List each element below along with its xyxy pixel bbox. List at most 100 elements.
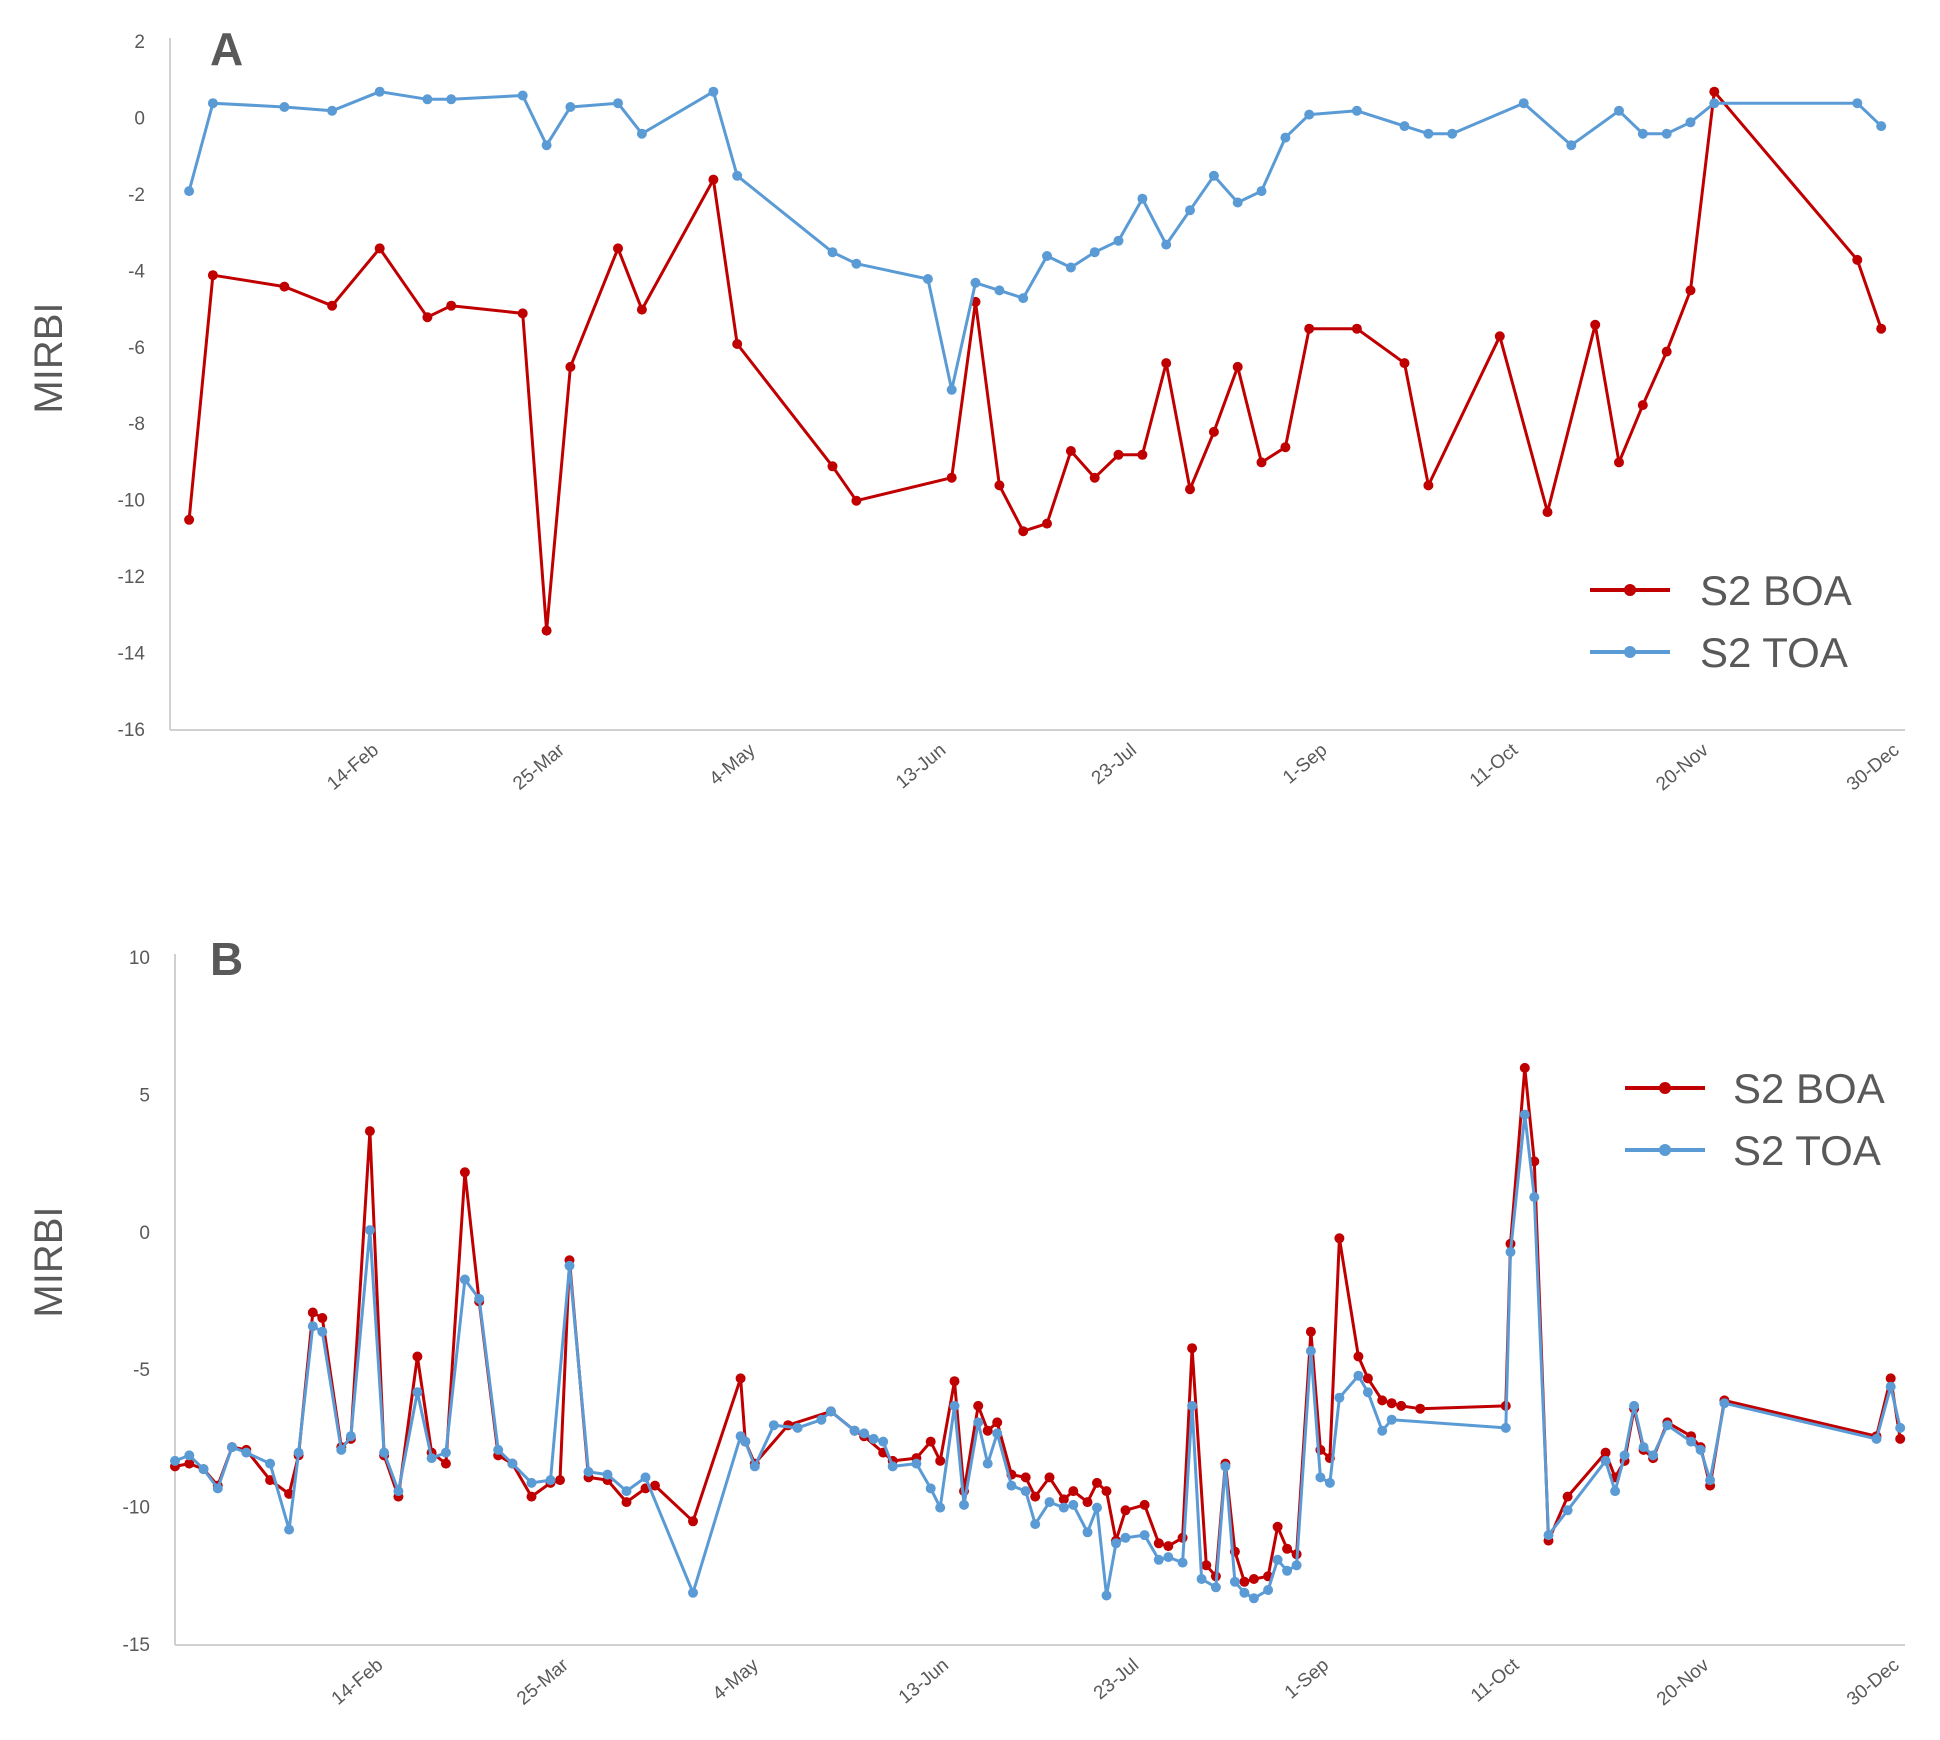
data-point-s2-toa [1334, 1392, 1345, 1403]
data-point-s2-toa [1208, 170, 1219, 181]
data-point-s2-boa [732, 339, 743, 349]
data-point-s2-toa [1705, 1475, 1716, 1486]
x-tick-label: 13-Jun [892, 740, 950, 793]
legend-a: S2 BOA S2 TOA [1590, 567, 1852, 676]
data-point-s2-boa [526, 1491, 537, 1502]
data-point-s2-toa [1386, 1414, 1397, 1425]
data-point-s2-boa [1637, 400, 1648, 411]
data-point-s2-boa [1101, 1486, 1112, 1497]
data-point-s2-toa [1871, 1433, 1882, 1444]
series-line-s2-boa [187, 90, 1883, 633]
x-tick-label: 20-Nov [1653, 1654, 1714, 1710]
data-point-s2-boa [317, 1313, 328, 1323]
data-point-s2-toa [636, 128, 647, 139]
data-point-s2-toa [708, 86, 719, 97]
y-tick-label: 2 [134, 32, 145, 53]
data-point-s2-boa [1153, 1538, 1164, 1549]
data-point-s2-boa [459, 1167, 470, 1178]
data-point-s2-boa [555, 1475, 565, 1486]
data-point-s2-toa [307, 1321, 318, 1332]
y-tick-label: 0 [134, 108, 145, 129]
data-point-s2-toa [1505, 1247, 1516, 1257]
data-point-s2-toa [1263, 1585, 1274, 1595]
x-tick-label: 1-Sep [1279, 740, 1331, 789]
data-point-s2-toa [911, 1458, 922, 1469]
data-point-s2-boa [184, 514, 195, 525]
x-tick-label: 14-Feb [323, 740, 383, 795]
y-tick-label: -6 [128, 338, 145, 359]
data-point-s2-toa [422, 94, 433, 105]
data-point-s2-toa [1447, 128, 1458, 139]
y-axis-label-b: MIRBI [27, 1206, 71, 1317]
data-point-s2-toa [1210, 1582, 1221, 1593]
data-point-s2-boa [992, 1417, 1003, 1428]
data-point-s2-toa [792, 1422, 803, 1433]
data-point-s2-toa [1137, 193, 1148, 204]
data-point-s2-toa [1282, 1565, 1293, 1576]
data-point-s2-boa [1334, 1233, 1345, 1244]
data-point-s2-toa [825, 1406, 836, 1417]
data-point-s2-toa [959, 1499, 969, 1510]
data-point-s2-toa [1562, 1505, 1573, 1516]
data-point-s2-toa [293, 1447, 304, 1458]
y-tick-label: -8 [128, 414, 145, 435]
data-point-s2-toa [1187, 1400, 1198, 1411]
data-point-s2-toa [740, 1436, 751, 1447]
data-point-s2-toa [1566, 140, 1577, 151]
data-point-s2-toa [1082, 1527, 1093, 1538]
series-line-s2-boa [174, 1066, 1902, 1584]
data-point-s2-toa [1709, 98, 1720, 109]
data-point-s2-toa [851, 258, 862, 269]
data-point-s2-boa [973, 1400, 984, 1411]
legend-marker-s2-boa [1659, 1082, 1671, 1094]
data-point-s2-boa [307, 1307, 318, 1318]
data-point-s2-toa [602, 1469, 613, 1480]
data-point-s2-toa [265, 1458, 276, 1469]
panel-label-b: B [210, 933, 243, 985]
data-point-s2-toa [1113, 235, 1124, 246]
data-point-s2-boa [1139, 1499, 1150, 1510]
data-point-s2-toa [1092, 1502, 1102, 1513]
data-point-s2-boa [1885, 1373, 1896, 1384]
chart-panel-a: A MIRBI 2 0 -2 -4 -6 -8 -10 -12 -14 -16 14-Feb 25-M… [27, 23, 1905, 795]
data-point-s2-toa [922, 274, 933, 284]
data-point-s2-toa [1685, 117, 1696, 128]
data-point-s2-boa [994, 480, 1005, 491]
data-point-s2-toa [1065, 262, 1076, 273]
series-line-s2-toa [187, 90, 1883, 392]
data-point-s2-toa [1120, 1532, 1131, 1543]
data-point-s2-boa [1113, 449, 1124, 460]
x-tick-label: 4-May [706, 739, 760, 789]
data-point-s2-toa [1351, 105, 1362, 116]
data-point-s2-toa [1353, 1370, 1364, 1381]
data-point-s2-toa [1196, 1574, 1207, 1584]
data-point-s2-toa [426, 1453, 437, 1464]
data-point-s2-toa [688, 1587, 698, 1598]
data-point-s2-boa [1304, 323, 1315, 334]
data-point-s2-toa [1852, 98, 1863, 109]
data-point-s2-toa [440, 1447, 451, 1458]
data-point-s2-boa [1018, 526, 1029, 537]
data-point-s2-boa [735, 1373, 746, 1384]
data-point-s2-toa [459, 1274, 470, 1285]
data-point-s2-boa [1248, 1574, 1259, 1584]
y-tick-label: 5 [139, 1085, 150, 1106]
y-tick-label: -15 [123, 1635, 150, 1656]
data-point-s2-boa [1685, 285, 1696, 296]
data-point-s2-toa [284, 1524, 295, 1535]
data-point-s2-toa [1529, 1192, 1540, 1203]
data-point-s2-toa [1619, 1450, 1630, 1461]
legend-marker-s2-toa [1659, 1144, 1671, 1156]
data-point-s2-toa [1153, 1554, 1164, 1565]
data-point-s2-toa [994, 285, 1005, 296]
data-point-s2-boa [284, 1488, 295, 1499]
legend-b: S2 BOA S2 TOA [1625, 1065, 1885, 1174]
data-point-s2-toa [925, 1483, 936, 1494]
data-point-s2-toa [1280, 132, 1291, 143]
y-tick-label: 10 [129, 948, 150, 969]
data-point-s2-boa [1058, 1494, 1069, 1505]
data-point-s2-toa [1232, 197, 1243, 208]
data-point-s2-toa [227, 1442, 237, 1453]
